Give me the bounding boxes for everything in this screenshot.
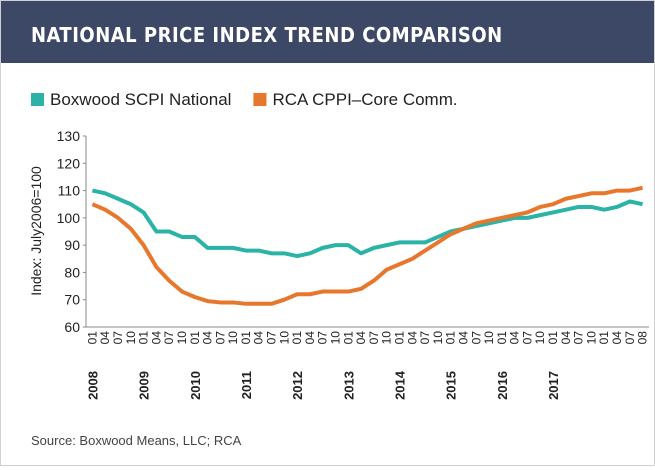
x-tick-label: 04 bbox=[508, 331, 522, 345]
year-label: 2013 bbox=[341, 371, 356, 400]
y-tick-label: 70 bbox=[64, 292, 80, 308]
x-tick-label: 01 bbox=[188, 331, 202, 345]
x-tick-label: 04 bbox=[149, 331, 163, 345]
y-tick-label: 130 bbox=[57, 128, 81, 144]
x-tick-label: 07 bbox=[469, 331, 483, 345]
x-tick-label: 01 bbox=[392, 331, 406, 345]
y-tick-label: 90 bbox=[64, 237, 80, 253]
x-tick-label: 04 bbox=[303, 331, 317, 345]
year-label: 2009 bbox=[137, 371, 152, 400]
x-tick-label: 01 bbox=[137, 331, 151, 345]
x-tick-label: 04 bbox=[456, 331, 470, 345]
series-line bbox=[91, 185, 644, 306]
x-tick-label: 07 bbox=[162, 331, 176, 345]
x-tick-label: 10 bbox=[482, 331, 496, 345]
x-tick-label: 01 bbox=[341, 331, 355, 345]
legend-label: Boxwood SCPI National bbox=[50, 90, 231, 109]
y-tick-label: 60 bbox=[64, 319, 80, 335]
x-tick-label: 04 bbox=[354, 331, 368, 345]
legend-label: RCA CPPI–Core Comm. bbox=[272, 90, 457, 109]
x-tick-label: 10 bbox=[431, 331, 445, 345]
x-tick-label: 01 bbox=[239, 331, 253, 345]
x-tick-label: 01 bbox=[444, 331, 458, 345]
x-tick-label: 04 bbox=[610, 331, 624, 345]
year-label: 2015 bbox=[444, 371, 459, 400]
x-tick-label: 01 bbox=[290, 331, 304, 345]
title-bar bbox=[1, 1, 654, 63]
x-tick-label: 01 bbox=[85, 331, 99, 345]
x-tick-label: 07 bbox=[367, 331, 381, 345]
x-tick-label: 01 bbox=[495, 331, 509, 345]
x-tick-label: 10 bbox=[226, 331, 240, 345]
y-tick-label: 110 bbox=[58, 183, 81, 199]
x-tick-label: 10 bbox=[124, 331, 138, 345]
x-tick-label: 07 bbox=[316, 331, 330, 345]
year-label: 2016 bbox=[495, 371, 510, 400]
year-label: 2010 bbox=[188, 371, 203, 400]
legend-swatch bbox=[31, 93, 44, 106]
year-label: 2014 bbox=[392, 370, 407, 400]
x-tick-label: 10 bbox=[533, 331, 547, 345]
x-tick-label: 10 bbox=[329, 331, 343, 345]
x-tick-label: 01 bbox=[597, 331, 611, 345]
year-label: 2011 bbox=[239, 371, 254, 399]
y-tick-label: 120 bbox=[57, 155, 81, 171]
y-tick-label: 100 bbox=[57, 210, 81, 226]
x-tick-label: 04 bbox=[98, 331, 112, 345]
x-tick-label: 01 bbox=[546, 331, 560, 345]
year-label: 2017 bbox=[546, 371, 561, 400]
x-tick-label: 07 bbox=[213, 331, 227, 345]
x-tick-label: 04 bbox=[252, 331, 266, 345]
year-label: 2012 bbox=[290, 371, 305, 400]
series-line bbox=[91, 188, 644, 259]
y-tick-label: 80 bbox=[64, 264, 80, 280]
x-tick-label: 07 bbox=[572, 331, 586, 345]
chart-title: NATIONAL PRICE INDEX TREND COMPARISON bbox=[31, 23, 503, 47]
y-axis-label: Index: July2006=100 bbox=[28, 166, 44, 296]
x-tick-label: 08 bbox=[636, 331, 650, 345]
x-tick-label: 07 bbox=[111, 331, 125, 345]
x-tick-label: 07 bbox=[265, 331, 279, 345]
x-tick-label: 07 bbox=[623, 331, 637, 345]
x-tick-label: 04 bbox=[405, 331, 419, 345]
x-tick-label: 04 bbox=[559, 331, 573, 345]
year-label: 2008 bbox=[85, 371, 100, 400]
legend-swatch bbox=[253, 93, 267, 106]
x-tick-label: 07 bbox=[418, 331, 432, 345]
x-tick-label: 10 bbox=[584, 331, 598, 345]
x-tick-label: 10 bbox=[175, 331, 189, 345]
x-tick-label: 10 bbox=[277, 331, 291, 345]
x-tick-label: 07 bbox=[520, 331, 534, 345]
source: Source: Boxwood Means, LLC; RCA bbox=[31, 433, 242, 448]
x-tick-label: 10 bbox=[380, 331, 394, 345]
x-tick-label: 04 bbox=[201, 331, 215, 345]
